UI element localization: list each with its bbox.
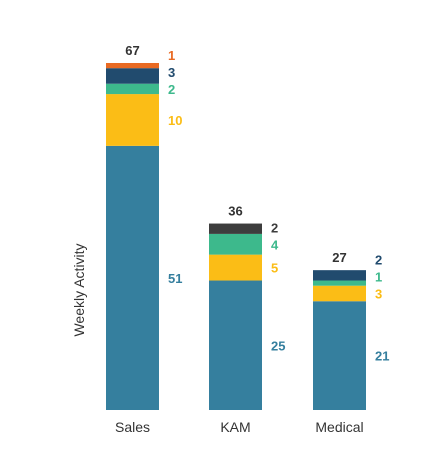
bar-sales-segment-0: [106, 145, 159, 411]
bar-sales-segment-3: [106, 68, 159, 84]
bar-sales-segment-5: [106, 63, 159, 69]
value-label-sales-3: 3: [168, 65, 175, 80]
value-label-sales-0: 51: [168, 271, 182, 286]
value-label-kam-4: 2: [271, 220, 278, 235]
value-label-sales-5: 1: [168, 48, 175, 63]
x-tick-label-sales: Sales: [115, 419, 150, 435]
bars-layer: [106, 63, 366, 411]
bar-sales-segment-1: [106, 94, 159, 146]
bar-medical-segment-3: [313, 270, 366, 281]
value-label-medical-3: 2: [375, 252, 382, 267]
total-label-kam: 36: [228, 204, 242, 219]
labels-layer: 51 10 2 3 1 67 Sales 25 5 4 2 36 KAM 21 3 1 2 27 Medical: [115, 43, 389, 435]
value-label-sales-1: 10: [168, 113, 182, 128]
bar-kam-segment-1: [209, 254, 262, 281]
bar-medical-segment-1: [313, 285, 366, 302]
value-label-medical-1: 3: [375, 286, 382, 301]
bar-kam-segment-0: [209, 280, 262, 410]
value-label-medical-2: 1: [375, 269, 382, 284]
bar-sales-segment-2: [106, 83, 159, 95]
x-tick-label-kam: KAM: [220, 419, 250, 435]
bar-kam-segment-2: [209, 233, 262, 255]
value-label-medical-0: 21: [375, 349, 389, 364]
total-label-medical: 27: [332, 250, 346, 265]
value-label-kam-0: 25: [271, 338, 285, 353]
value-label-sales-2: 2: [168, 82, 175, 97]
total-label-sales: 67: [125, 43, 139, 58]
x-tick-label-medical: Medical: [315, 419, 363, 435]
value-label-kam-2: 4: [271, 237, 279, 252]
value-label-kam-1: 5: [271, 261, 278, 276]
bar-medical-segment-2: [313, 280, 366, 286]
bar-kam-segment-4: [209, 223, 262, 234]
bar-medical-segment-0: [313, 301, 366, 410]
y-axis-title: Weekly Activity: [71, 243, 87, 336]
